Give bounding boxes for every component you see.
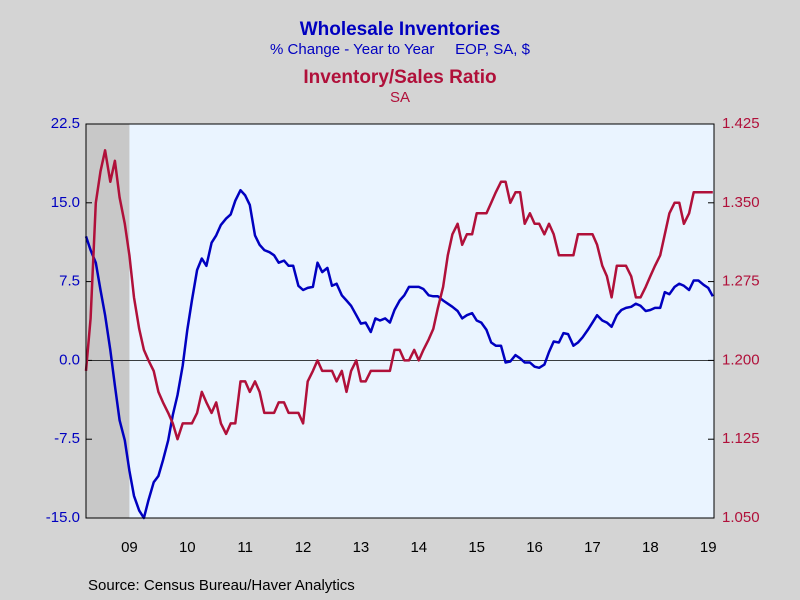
x-tick-label: 19 (700, 539, 717, 556)
y-tick-label: -15.0 (46, 509, 80, 526)
series-line (84, 188, 714, 520)
chart-title: Wholesale Inventories (300, 19, 501, 40)
x-tick-label: 17 (584, 539, 601, 556)
y-tick-label: -7.5 (54, 430, 80, 447)
y-tick-label: 22.5 (51, 115, 80, 132)
x-tick-label: 10 (179, 539, 196, 556)
plot-frame (85, 123, 715, 519)
y2-tick-label: 1.050 (722, 509, 760, 526)
y2-tick-label: 1.425 (722, 115, 760, 132)
series-line (84, 149, 713, 441)
x-tick-label: 18 (642, 539, 659, 556)
y-tick-label: 15.0 (51, 194, 80, 211)
y2-tick-label: 1.350 (722, 194, 760, 211)
x-tick-label: 09 (121, 539, 138, 556)
y-tick-label: 0.0 (59, 351, 80, 368)
x-tick-label: 11 (237, 539, 253, 556)
x-tick-label: 12 (295, 539, 312, 556)
source-note: Source: Census Bureau/Haver Analytics (88, 577, 355, 594)
chart-title-2: Inventory/Sales Ratio (303, 67, 496, 88)
y2-tick-label: 1.125 (722, 430, 760, 447)
x-tick-label: 15 (468, 539, 485, 556)
y2-tick-label: 1.275 (722, 273, 760, 290)
y2-tick-label: 1.200 (722, 351, 760, 368)
x-tick-label: 16 (526, 539, 543, 556)
y-tick-label: 7.5 (59, 273, 80, 290)
plot-area (86, 124, 714, 518)
chart-subtitle-2: SA (390, 89, 410, 106)
chart-subtitle: % Change - Year to Year EOP, SA, $ (270, 41, 531, 58)
x-tick-label: 14 (410, 539, 427, 556)
x-tick-label: 13 (353, 539, 370, 556)
recession-shade (86, 124, 130, 518)
